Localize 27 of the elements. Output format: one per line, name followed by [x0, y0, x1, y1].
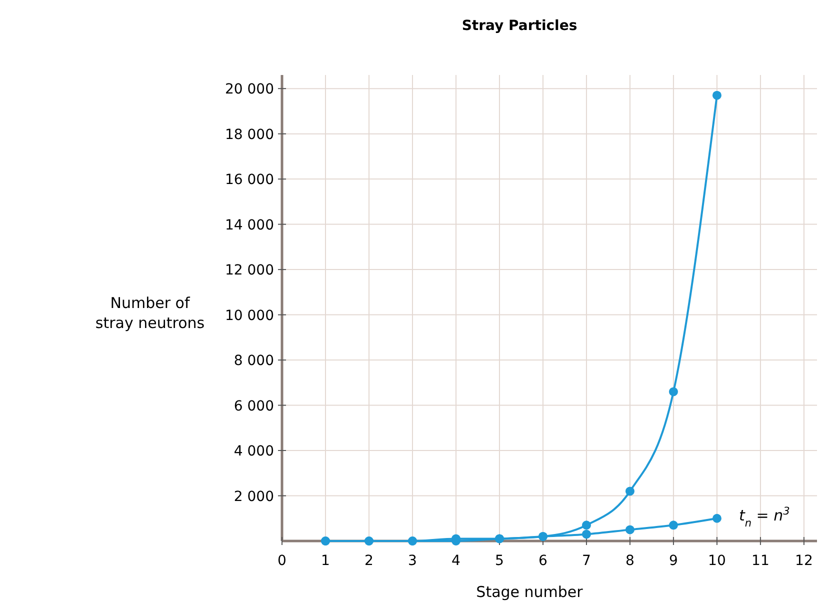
chart-title: Stray Particles [462, 18, 578, 34]
y-tick-label: 12 000 [225, 262, 274, 279]
y-tick-label: 20 000 [225, 82, 274, 98]
y-axis-title: Number of stray neutrons [95, 294, 205, 332]
y-tick-label: 10 000 [225, 308, 274, 324]
y-tick-label: 16 000 [225, 172, 274, 188]
x-tick-label: 12 [795, 553, 813, 569]
y-tick-label: 14 000 [225, 217, 274, 234]
x-tick-label: 7 [582, 553, 591, 569]
x-tick-label: 0 [278, 553, 286, 569]
x-tick-label: 6 [538, 553, 548, 569]
y-tick-label: 2 000 [234, 488, 274, 505]
x-tick-label: 1 [321, 553, 330, 569]
x-tick-label: 2 [364, 553, 374, 569]
y-tick-label: 18 000 [225, 126, 274, 143]
y-tick-label: 6 000 [234, 398, 274, 414]
x-tick-label: 4 [452, 553, 461, 569]
x-tick-label: 8 [626, 553, 634, 569]
y-tick-label: 4 000 [234, 444, 274, 460]
x-tick-label: 11 [752, 553, 770, 569]
x-axis-title: Stage number [476, 583, 584, 601]
series-label: t$_{n}$ = n$^{3}$ [738, 505, 790, 530]
x-tick-label: 3 [408, 553, 417, 569]
x-tick-label: 5 [495, 553, 504, 569]
x-tick-label: 9 [669, 553, 678, 569]
x-tick-label: 10 [708, 553, 726, 569]
y-tick-label: 8 000 [234, 353, 274, 370]
